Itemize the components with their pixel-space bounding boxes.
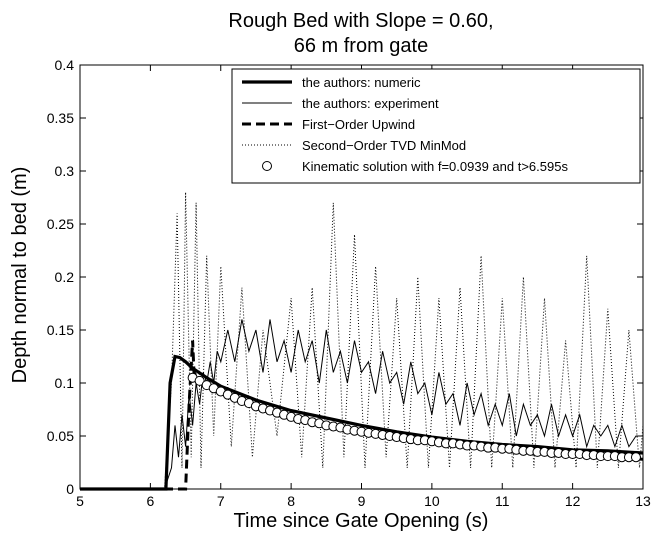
x-tick-label: 10 <box>424 493 440 509</box>
chart-title-line-2: 66 m from gate <box>294 35 429 57</box>
series-2-line <box>80 340 644 491</box>
y-tick-label: 0.15 <box>47 322 74 338</box>
legend-entry-label: Second−Order TVD MinMod <box>302 138 466 153</box>
kinematic-solution-point <box>630 452 641 463</box>
y-tick-label: 0.35 <box>47 110 74 126</box>
x-tick-label: 9 <box>358 493 366 509</box>
x-tick-label: 11 <box>495 493 510 509</box>
x-tick-label: 8 <box>287 493 295 509</box>
legend-box <box>231 68 641 184</box>
plot-area: 5 6 7 8 9 10 11 12 13 0 0.05 0.1 0.15 0.2 0.25 0.3 0.35 0… <box>47 57 651 509</box>
x-tick-label: 13 <box>635 493 651 509</box>
y-tick-label: 0.05 <box>47 428 74 444</box>
x-tick-label: 6 <box>146 493 154 509</box>
x-tick-label: 5 <box>76 493 84 509</box>
legend: the authors: numeric the authors: experim… <box>231 68 641 184</box>
legend-entry-label: Kinematic solution with f=0.0939 and t>6… <box>302 159 568 174</box>
x-tick-label: 7 <box>217 493 225 509</box>
x-axis-label: Time since Gate Opening (s) <box>234 510 489 532</box>
y-axis-label: Depth normal to bed (m) <box>9 167 31 384</box>
series-0-line <box>80 354 644 491</box>
legend-entry-label: the authors: numeric <box>302 75 421 90</box>
legend-entry-label: the authors: experiment <box>302 96 439 111</box>
x-tick-label: 12 <box>565 493 581 509</box>
legend-entry-label: First−Order Upwind <box>302 117 415 132</box>
series-1-line <box>80 319 643 490</box>
legend-sample-circle <box>262 161 272 171</box>
y-tick-label: 0.4 <box>55 57 75 73</box>
y-tick-label: 0 <box>66 481 74 497</box>
y-tick-label: 0.2 <box>55 269 75 285</box>
chart-title-line-1: Rough Bed with Slope = 0.60, <box>228 10 493 32</box>
y-tick-label: 0.1 <box>55 375 75 391</box>
y-tick-label: 0.3 <box>55 163 75 179</box>
series-3-line <box>80 192 644 490</box>
y-tick-label: 0.25 <box>47 216 74 232</box>
